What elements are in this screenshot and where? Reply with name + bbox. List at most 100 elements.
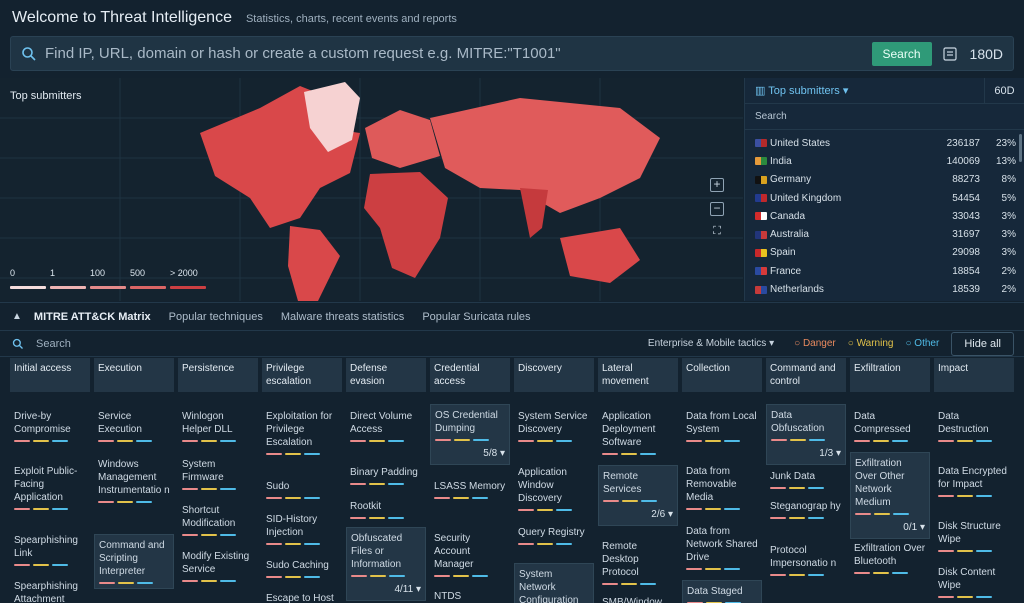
technique-card[interactable]: System Service Discovery <box>514 406 594 446</box>
danger-filter[interactable]: ○ Danger <box>794 338 836 349</box>
technique-card[interactable]: Exfiltration Over Other Network Medium 0/… <box>850 452 930 539</box>
document-icon[interactable] <box>942 46 958 62</box>
submitter-row[interactable]: Australia 31697 3% <box>745 225 1024 243</box>
technique-card[interactable]: NTDS <box>430 586 510 603</box>
collapse-icon[interactable]: ▲ <box>12 311 22 322</box>
technique-card[interactable]: Exploitation for Privilege Escalation <box>262 406 342 459</box>
technique-card[interactable]: Data Obfuscation 1/3 ▾ <box>766 404 846 465</box>
technique-card[interactable]: Data from Local System <box>682 406 762 446</box>
tactic-header[interactable]: Exfiltration <box>850 358 930 392</box>
technique-card[interactable]: Exploit Public-Facing Application <box>10 461 90 514</box>
technique-card[interactable]: Application Deployment Software <box>598 406 678 459</box>
technique-card[interactable]: System Firmware <box>178 454 258 494</box>
submitters-period[interactable]: 60D <box>984 77 1024 104</box>
technique-card[interactable]: Data from Removable Media <box>682 461 762 514</box>
technique-card[interactable]: Service Execution <box>94 406 174 446</box>
submitter-row[interactable]: Germany 88273 8% <box>745 171 1024 189</box>
technique-card[interactable]: System Network Configuration <box>514 563 594 603</box>
technique-card[interactable]: Binary Padding <box>346 462 426 489</box>
hide-all-button[interactable]: Hide all <box>951 331 1014 356</box>
tactic-header[interactable]: Discovery <box>514 358 594 392</box>
technique-card[interactable]: Disk Structure Wipe <box>934 516 1014 556</box>
technique-card[interactable]: Drive-by Compromise <box>10 406 90 446</box>
technique-card[interactable]: Security Account Manager <box>430 528 510 581</box>
submitter-row[interactable]: United States 236187 23% <box>745 134 1024 152</box>
submitters-scrollbar[interactable] <box>1019 134 1022 162</box>
subtechnique-count[interactable]: 5/8 ▾ <box>483 448 505 459</box>
tactic-header[interactable]: Collection <box>682 358 762 392</box>
technique-card[interactable]: OS Credential Dumping 5/8 ▾ <box>430 404 510 465</box>
tactic-header[interactable]: Defense evasion <box>346 358 426 392</box>
technique-card[interactable]: Data Encrypted for Impact <box>934 461 1014 501</box>
tab-mitre[interactable]: MITRE ATT&CK Matrix <box>33 310 151 323</box>
tactic-header[interactable]: Initial access <box>10 358 90 392</box>
world-map[interactable]: Top submitters 0 1 100 500 > 2000 + − ⛶ <box>0 78 743 301</box>
severity-indicators <box>182 440 254 442</box>
tab-malware-stats[interactable]: Malware threats statistics <box>280 310 405 323</box>
technique-card[interactable]: Direct Volume Access <box>346 406 426 446</box>
map-graphic <box>0 78 743 301</box>
subtechnique-count[interactable]: 1/3 ▾ <box>819 448 841 459</box>
matrix-search-input[interactable]: Search <box>36 337 71 350</box>
tab-suricata[interactable]: Popular Suricata rules <box>422 310 531 323</box>
technique-card[interactable]: Junk Data <box>766 466 846 493</box>
tactic-header[interactable]: Execution <box>94 358 174 392</box>
tactic-header[interactable]: Privilege escalation <box>262 358 342 392</box>
subtechnique-count[interactable]: 0/1 ▾ <box>903 522 925 533</box>
main-search-bar[interactable]: Find IP, URL, domain or hash or create a… <box>10 36 1014 71</box>
technique-card[interactable]: Windows Management Instrumentatio n <box>94 454 174 507</box>
submitters-dropdown[interactable]: ▥ Top submitters ▾ <box>755 85 849 97</box>
technique-card[interactable]: Steganograp hy <box>766 496 846 523</box>
technique-card[interactable]: Query Registry <box>514 522 594 549</box>
technique-card[interactable]: Data from Network Shared Drive <box>682 521 762 574</box>
technique-card[interactable]: Data Destruction <box>934 406 1014 446</box>
submitter-row[interactable]: United Kingdom 54454 5% <box>745 189 1024 207</box>
tactic-header[interactable]: Command and control <box>766 358 846 392</box>
technique-card[interactable]: Application Window Discovery <box>514 462 594 515</box>
technique-card[interactable]: Data Compressed <box>850 406 930 446</box>
submitter-row[interactable]: Spain 29098 3% <box>745 244 1024 262</box>
tactic-header[interactable]: Credential access <box>430 358 510 392</box>
technique-card[interactable]: SID-History Injection <box>262 509 342 549</box>
submitters-search[interactable]: Search <box>745 104 1024 130</box>
zoom-in-icon[interactable]: + <box>710 178 724 192</box>
technique-card[interactable]: Exfiltration Over Bluetooth <box>850 538 930 578</box>
tactic-header[interactable]: Persistence <box>178 358 258 392</box>
tactic-header[interactable]: Lateral movement <box>598 358 678 392</box>
other-filter[interactable]: ○ Other <box>905 338 940 349</box>
technique-card[interactable]: Sudo Caching <box>262 555 342 582</box>
time-range-selector[interactable]: 180D <box>969 45 1003 62</box>
warning-filter[interactable]: ○ Warning <box>847 338 894 349</box>
technique-card[interactable]: Spearphishing Link <box>10 530 90 570</box>
subtechnique-count[interactable]: 4/11 ▾ <box>394 584 421 595</box>
tactic-header[interactable]: Impact <box>934 358 1014 392</box>
technique-card[interactable]: Modify Existing Service <box>178 546 258 586</box>
technique-card[interactable]: Rootkit <box>346 496 426 523</box>
tab-popular-techniques[interactable]: Popular techniques <box>168 310 263 323</box>
technique-card[interactable]: SMB/Window <box>598 592 678 603</box>
technique-card[interactable]: Spearphishing Attachment <box>10 576 90 603</box>
technique-card[interactable]: Command and Scripting Interpreter <box>94 534 174 589</box>
technique-card[interactable]: Winlogon Helper DLL <box>178 406 258 446</box>
search-input[interactable]: Find IP, URL, domain or hash or create a… <box>45 45 561 62</box>
technique-card[interactable]: Escape to Host <box>262 588 342 603</box>
technique-card[interactable]: Remote Desktop Protocol <box>598 536 678 589</box>
technique-card[interactable]: Protocol Impersonatio n <box>766 540 846 580</box>
technique-card[interactable]: Data Staged <box>682 580 762 603</box>
submitter-row[interactable]: India 140069 13% <box>745 152 1024 170</box>
technique-card[interactable]: LSASS Memory <box>430 476 510 503</box>
technique-card[interactable]: Shortcut Modification <box>178 500 258 540</box>
danger-indicator <box>435 439 451 441</box>
search-button[interactable]: Search <box>871 41 932 66</box>
technique-card[interactable]: Disk Content Wipe <box>934 562 1014 602</box>
technique-card[interactable]: Remote Services 2/6 ▾ <box>598 465 678 526</box>
submitter-row[interactable]: France 18854 2% <box>745 262 1024 280</box>
submitter-row[interactable]: Canada 33043 3% <box>745 207 1024 225</box>
zoom-out-icon[interactable]: − <box>710 202 724 216</box>
subtechnique-count[interactable]: 2/6 ▾ <box>651 509 673 520</box>
technique-card[interactable]: Sudo <box>262 476 342 503</box>
fullscreen-icon[interactable]: ⛶ <box>713 225 721 237</box>
submitter-row[interactable]: Netherlands 18539 2% <box>745 280 1024 298</box>
tactics-dropdown[interactable]: Enterprise & Mobile tactics ▾ <box>647 338 775 349</box>
technique-card[interactable]: Obfuscated Files or Information 4/11 ▾ <box>346 527 426 601</box>
